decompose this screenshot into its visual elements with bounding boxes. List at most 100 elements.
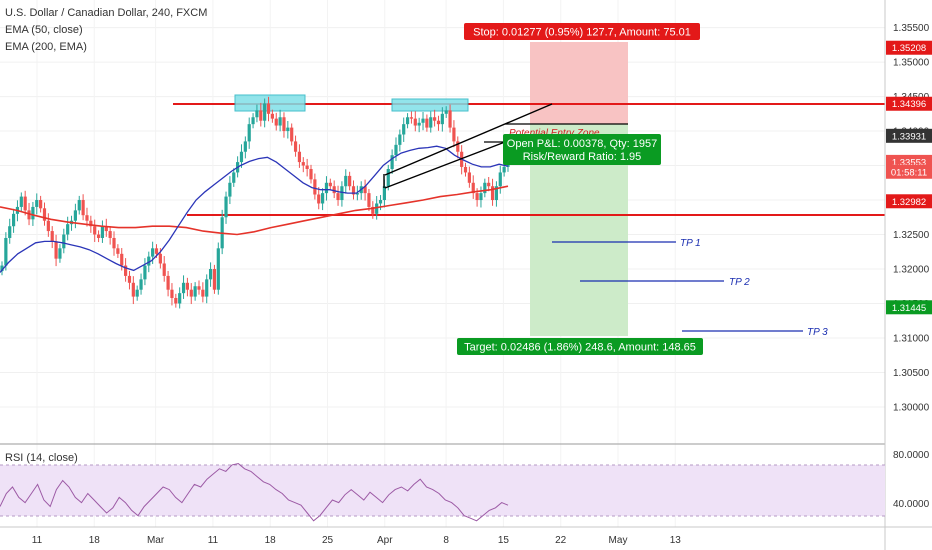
candle-body xyxy=(259,110,263,121)
candle-body xyxy=(328,182,332,187)
rsi-pane: 80.0000 40.0000 xyxy=(0,450,930,522)
candle-body xyxy=(301,162,305,166)
candle-body xyxy=(336,193,340,201)
candle-body xyxy=(224,196,228,218)
candle-body xyxy=(85,215,89,221)
tp2[interactable]: TP 2 xyxy=(580,277,750,288)
candle-body xyxy=(185,282,190,290)
candle-body xyxy=(189,289,193,297)
price-tick-label: 1.31000 xyxy=(893,333,930,344)
time-tick-label: 25 xyxy=(322,535,334,546)
candle-body xyxy=(317,194,321,204)
candle-body xyxy=(104,226,108,232)
candle-body xyxy=(166,275,170,290)
candle-body xyxy=(440,113,444,125)
tp1[interactable]: TP 1 xyxy=(552,238,701,249)
candle-body xyxy=(382,186,386,201)
wedge-upper-line[interactable] xyxy=(384,103,553,176)
candle-body xyxy=(490,186,495,201)
wedge-lower-line[interactable] xyxy=(384,141,506,189)
tp3-label: TP 3 xyxy=(807,327,828,338)
price-badge xyxy=(886,96,932,111)
price-tick-label: 1.35500 xyxy=(893,23,930,34)
price-badge xyxy=(886,194,932,209)
candle-body xyxy=(243,141,247,152)
ema200-legend[interactable]: EMA (200, EMA) xyxy=(5,41,87,53)
candle-body xyxy=(309,168,313,180)
candle-body xyxy=(351,186,356,195)
entry-zone-label: Potential Entry Zone xyxy=(509,128,600,139)
candle-body xyxy=(11,213,16,227)
candle-body xyxy=(367,193,371,207)
candle-body xyxy=(436,120,441,125)
ema50-legend[interactable]: EMA (50, close) xyxy=(5,24,83,36)
candle-body xyxy=(479,193,483,201)
candle-body xyxy=(448,110,452,128)
price-badge-label: 1.35208 xyxy=(892,43,926,54)
candle-body xyxy=(54,241,58,259)
candle-body xyxy=(340,186,344,201)
price-badge xyxy=(886,300,932,315)
ema200-line xyxy=(0,185,509,236)
candle-body xyxy=(239,151,244,163)
candle-body xyxy=(0,265,4,272)
candle-body xyxy=(452,127,456,142)
candle-body xyxy=(274,118,278,126)
candle-body xyxy=(471,182,475,194)
candle-body xyxy=(290,127,294,142)
tp3[interactable]: TP 3 xyxy=(682,327,828,338)
stop-label-box: Stop: 0.01277 (0.95%) 127.7, Amount: 75.… xyxy=(464,23,700,40)
time-tick-label: 11 xyxy=(32,535,43,546)
rsi-line xyxy=(0,463,509,522)
candle-body xyxy=(494,186,499,201)
candle-body xyxy=(62,234,66,249)
pnl-label: Open P&L: 0.00378, Qty: 1957 xyxy=(507,138,657,150)
symbol-title[interactable]: U.S. Dollar / Canadian Dollar, 240, FXCM xyxy=(5,7,208,19)
candle-body xyxy=(139,279,143,290)
candle-body xyxy=(66,224,70,235)
ema50-line xyxy=(0,145,509,273)
candle-body xyxy=(147,256,151,266)
candle-body xyxy=(205,279,209,297)
candle-body xyxy=(394,144,398,156)
price-tick-label: 1.30000 xyxy=(893,402,930,413)
candle-body xyxy=(77,200,81,211)
time-axis[interactable]: 11 18 Mar 11 18 25 Apr 8 15 22 May 13 xyxy=(32,535,681,546)
time-tick-label: Apr xyxy=(377,535,393,546)
top-zone-right[interactable] xyxy=(391,98,469,112)
candle-body xyxy=(151,248,155,257)
candle-body xyxy=(475,193,479,201)
candle-body xyxy=(193,286,197,297)
candle-body xyxy=(120,253,124,266)
candle-body xyxy=(344,175,348,187)
time-tick-label: 18 xyxy=(89,535,101,546)
rsi-legend[interactable]: RSI (14, close) xyxy=(5,452,78,464)
candle-body xyxy=(278,117,282,126)
candle-body xyxy=(444,110,448,114)
candle-body xyxy=(402,124,406,135)
candle-body xyxy=(127,275,132,283)
candle-body xyxy=(93,226,97,235)
candle-body xyxy=(100,226,105,238)
candle-body xyxy=(293,141,298,152)
candle-body xyxy=(39,200,43,209)
candle-body xyxy=(282,117,286,132)
time-tick-label: 18 xyxy=(265,535,277,546)
candle-body xyxy=(27,210,31,220)
target-label-box: Target: 0.02486 (1.86%) 248.6, Amount: 1… xyxy=(457,338,703,355)
candle-body xyxy=(371,206,375,214)
candle-body xyxy=(498,172,502,187)
price-badge-label: 1.31445 xyxy=(892,303,926,314)
candle-body xyxy=(487,182,491,187)
time-tick-label: 15 xyxy=(498,535,510,546)
candle-body xyxy=(35,200,39,207)
candle-body xyxy=(483,182,487,194)
candle-body xyxy=(297,151,302,163)
tp1-label: TP 1 xyxy=(680,238,701,249)
candle-body xyxy=(31,206,35,220)
candle-body xyxy=(386,168,390,187)
candle-body xyxy=(131,282,135,297)
pnl-label-box: Open P&L: 0.00378, Qty: 1957 Risk/Reward… xyxy=(503,134,661,165)
